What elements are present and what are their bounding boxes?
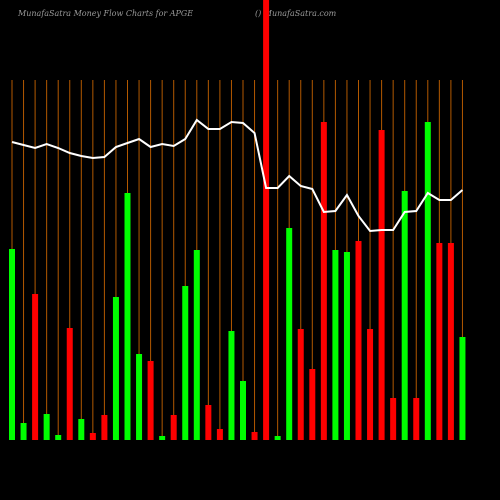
bar — [367, 329, 374, 440]
bar — [309, 369, 316, 440]
bar — [124, 193, 131, 440]
bar — [55, 435, 62, 440]
bar — [263, 0, 270, 440]
bar — [436, 243, 443, 440]
bar — [182, 286, 189, 440]
chart-title: MunafaSatra Money Flow Charts for APGE — [17, 9, 193, 18]
bar — [112, 297, 119, 440]
bar — [355, 241, 362, 440]
bar — [216, 429, 223, 440]
bar — [66, 328, 73, 440]
bar — [228, 331, 235, 440]
bar — [78, 419, 85, 440]
bar — [205, 405, 212, 440]
bar — [32, 294, 39, 440]
bar — [9, 249, 15, 440]
money-flow-line — [11, 118, 464, 233]
chart-subtitle: () MunafaSatra.com — [255, 9, 337, 18]
bar — [136, 354, 143, 440]
bar — [459, 337, 466, 440]
bar — [297, 329, 304, 440]
bar — [147, 361, 154, 440]
bar — [447, 243, 454, 440]
bar — [274, 436, 281, 440]
bar — [343, 252, 350, 440]
bar — [43, 414, 50, 440]
bar — [413, 398, 420, 440]
bar — [101, 415, 108, 440]
bar — [240, 381, 246, 440]
bar — [159, 436, 166, 440]
bar — [170, 415, 177, 440]
bar — [286, 228, 293, 440]
bar — [378, 130, 385, 440]
bar — [193, 250, 200, 440]
bar — [320, 122, 327, 440]
bar — [390, 398, 397, 440]
bar — [89, 433, 96, 440]
bar — [251, 432, 258, 440]
bar — [20, 423, 27, 440]
bar — [332, 250, 339, 440]
bar — [401, 191, 408, 440]
bar — [424, 122, 431, 440]
